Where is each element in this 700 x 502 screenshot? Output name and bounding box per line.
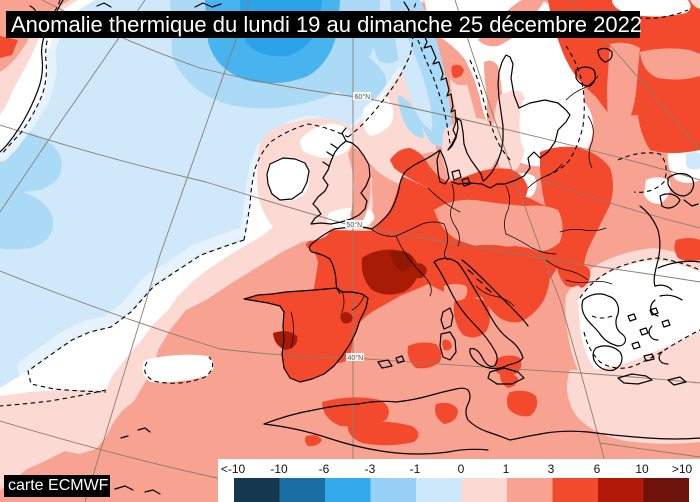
- svg-text:<-10: <-10: [221, 462, 246, 476]
- svg-text:-3: -3: [365, 462, 376, 476]
- svg-text:50°N: 50°N: [347, 221, 363, 229]
- svg-text:-10: -10: [270, 462, 288, 476]
- svg-text:6: 6: [594, 462, 601, 476]
- svg-text:10: 10: [635, 462, 649, 476]
- svg-text:>10: >10: [672, 462, 693, 476]
- svg-text:-6: -6: [319, 462, 330, 476]
- svg-text:3: 3: [548, 462, 555, 476]
- svg-text:1: 1: [503, 462, 510, 476]
- svg-text:40°N: 40°N: [348, 354, 364, 362]
- svg-text:60°N: 60°N: [355, 93, 371, 101]
- svg-text:-1: -1: [410, 462, 421, 476]
- svg-text:0: 0: [458, 462, 465, 476]
